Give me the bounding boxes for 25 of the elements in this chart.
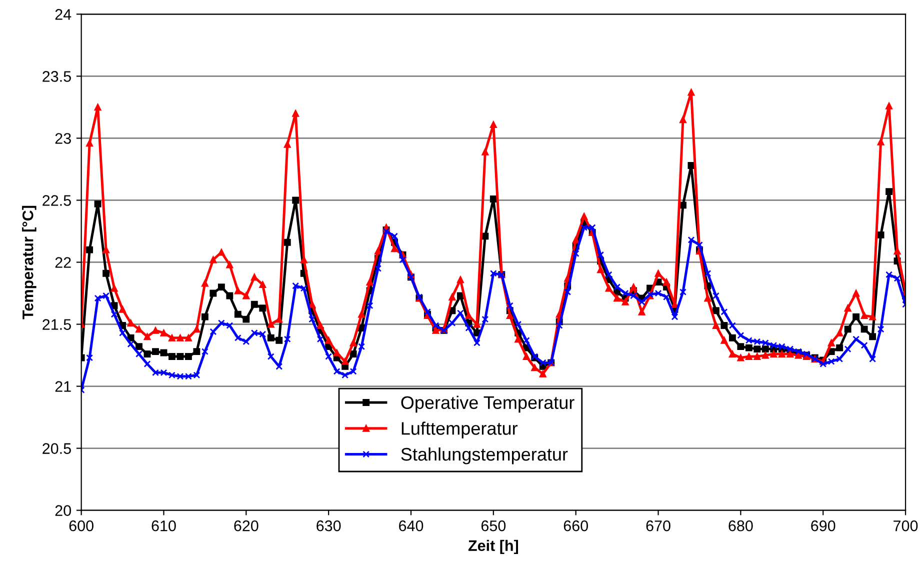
x-tick-label: 680 <box>728 520 753 532</box>
y-tick-label: 22 <box>55 257 71 268</box>
x-tick-label: 660 <box>564 520 588 532</box>
legend-label: Lufttemperatur <box>402 422 518 438</box>
x-tick-label: 670 <box>646 520 670 532</box>
x-tick-label: 600 <box>69 520 94 532</box>
y-tick-label: 23 <box>55 133 71 144</box>
y-tick-label: 21.5 <box>42 319 71 330</box>
y-tick-label: 24 <box>55 9 72 20</box>
x-tick-label: 640 <box>399 520 424 532</box>
y-tick-label: 23.5 <box>42 71 71 82</box>
y-tick-label: 21 <box>55 381 71 392</box>
x-tick-label: 650 <box>481 520 506 532</box>
legend-label: Operative Temperatur <box>401 396 574 413</box>
legend-label: Stahlungstemperatur <box>401 447 568 464</box>
x-tick-label: 700 <box>894 520 918 532</box>
x-tick-label: 690 <box>811 520 836 532</box>
y-axis-title: Temperatur [°C] <box>22 206 36 320</box>
y-tick-label: 20.5 <box>42 443 71 454</box>
y-tick-label: 22.5 <box>42 195 71 206</box>
y-tick-label: 20 <box>55 505 71 516</box>
x-axis-title: Zeit [h] <box>468 540 518 554</box>
x-tick-label: 620 <box>234 520 258 532</box>
x-tick-label: 610 <box>152 520 176 532</box>
x-tick-label: 630 <box>316 520 341 532</box>
